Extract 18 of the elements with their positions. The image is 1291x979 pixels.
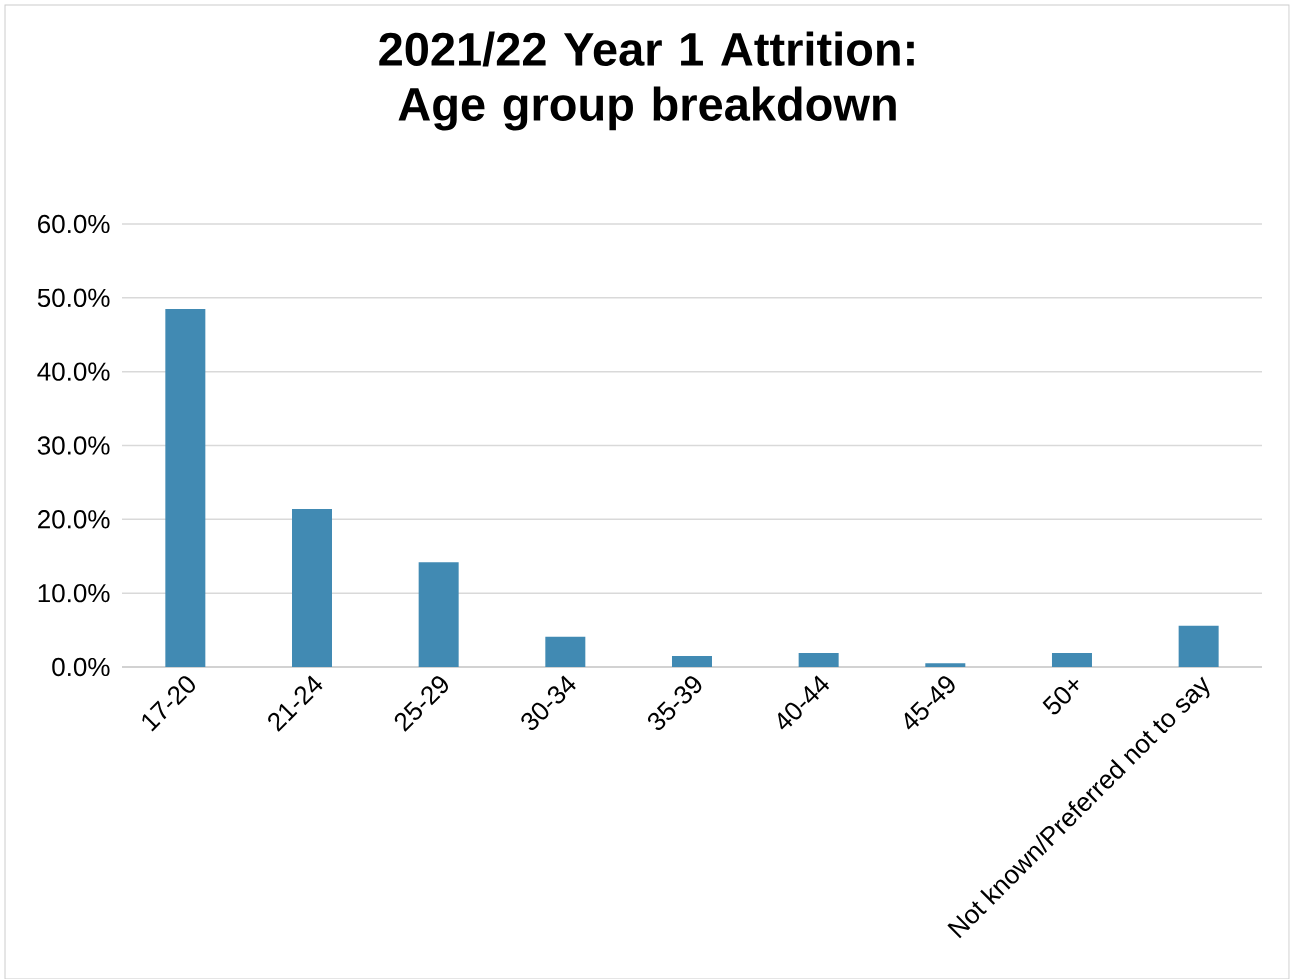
y-tick-label: 30.0%	[37, 436, 110, 455]
y-tick-label: 40.0%	[37, 362, 110, 381]
y-tick-label: 20.0%	[38, 510, 110, 529]
bar	[165, 308, 206, 667]
bar	[1051, 652, 1092, 667]
bar	[1178, 625, 1219, 667]
chart-title: 2021/22 Year 1 Attrition: Age group breakdown	[379, 31, 914, 131]
bar	[798, 652, 839, 667]
bar	[418, 562, 459, 667]
bar	[292, 508, 332, 667]
y-tick-label: 50.0%	[37, 288, 110, 308]
y-tick-label: 10.0%	[38, 583, 110, 603]
x-tick-label: 50+	[1042, 679, 1079, 715]
bar	[671, 655, 712, 667]
bar	[925, 663, 966, 667]
bar	[545, 636, 586, 667]
y-tick-label: 60.0%	[38, 214, 110, 234]
y-tick-label: 0.0%	[52, 657, 110, 677]
